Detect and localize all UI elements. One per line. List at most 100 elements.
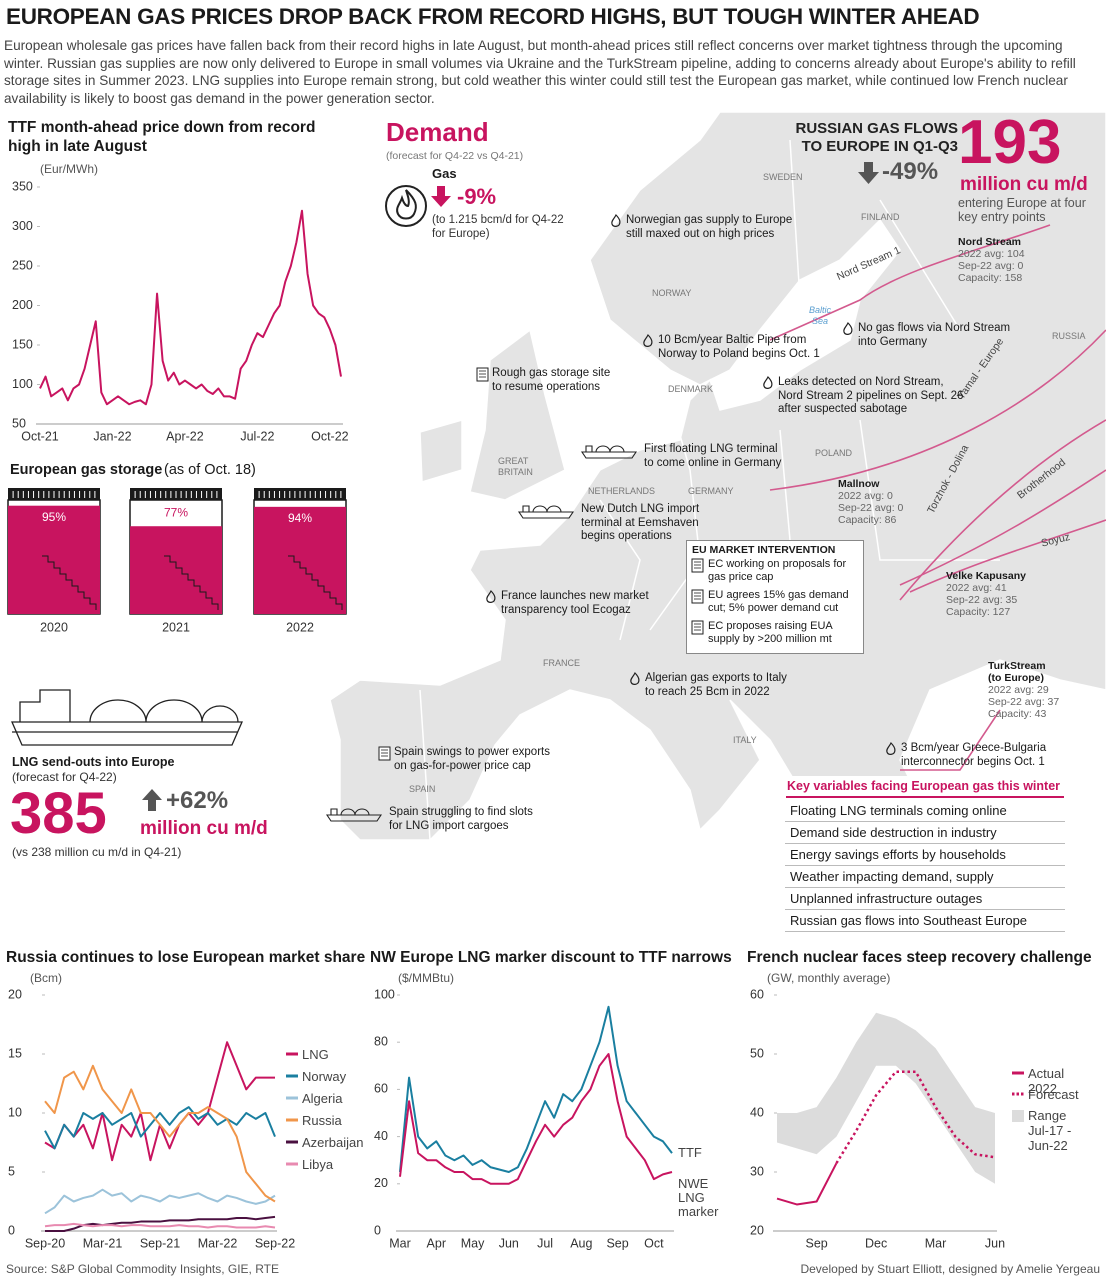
eu-box-title: EU MARKET INTERVENTION	[692, 544, 836, 556]
x-tick-label: Sep	[806, 1236, 828, 1250]
chart-subtitle: (as of Oct. 18)	[164, 462, 256, 478]
y-tick-label: 10	[8, 1105, 22, 1119]
country-label: POLAND	[815, 448, 853, 458]
demand-note: (to 1.215 bcm/d for Q4-22 for Europe)	[432, 214, 564, 240]
legend-label: Forecast	[1028, 1087, 1079, 1102]
entry-point-name: Nord Stream	[958, 236, 1022, 248]
key-variables-title: Key variables facing European gas this w…	[787, 779, 1061, 793]
flame-icon	[643, 333, 653, 347]
x-tick-label: Mar	[925, 1236, 947, 1250]
country-label: SWEDEN	[763, 172, 803, 182]
eu-item: EU agrees 15% gas demand cut; 5% power d…	[708, 589, 849, 614]
country-label: NETHERLANDS	[588, 486, 656, 496]
map-annotation: Spain swings to power exports on gas-for…	[394, 746, 550, 772]
key-variable: Demand side destruction in industry	[785, 822, 1065, 844]
map-annotation: Norwegian gas supply to Europe still max…	[626, 214, 793, 240]
country-label: FINLAND	[861, 212, 900, 222]
y-tick-label: 100	[12, 377, 33, 391]
legend-swatch	[1012, 1110, 1024, 1122]
entry-point-stat: 2022 avg: 0	[838, 490, 893, 502]
series-line	[44, 1064, 276, 1203]
x-tick-label: Jan-22	[93, 429, 131, 443]
y-tick-label: 50	[12, 416, 26, 430]
y-tick-label: 350	[12, 179, 33, 193]
series-line	[399, 1005, 673, 1173]
entry-point-stat: Sep-22 avg: 0	[958, 260, 1024, 272]
series-line	[44, 1222, 276, 1229]
land	[469, 328, 566, 501]
country-label: DENMARK	[668, 384, 714, 394]
y-tick-label: 50	[750, 1046, 764, 1060]
land	[419, 419, 463, 483]
flame-icon	[630, 671, 640, 685]
series-line	[44, 1188, 276, 1215]
y-tick-label: 60	[374, 1082, 388, 1096]
y-tick-label: 20	[8, 987, 22, 1001]
legend-label: Algeria	[302, 1091, 343, 1106]
key-variable: Floating LNG terminals coming online	[785, 800, 1065, 822]
map-annotation: Spain struggling to find slots for LNG i…	[389, 806, 533, 832]
x-tick-label: Aug	[570, 1236, 592, 1250]
x-tick-label: Dec	[865, 1236, 887, 1250]
borders	[419, 139, 1000, 841]
country-label: FRANCE	[543, 658, 581, 668]
y-tick-label: 80	[374, 1034, 388, 1048]
source: Source: S&P Global Commodity Insights, G…	[6, 1262, 279, 1276]
flame-icon	[843, 321, 853, 335]
country-label: SPAIN	[409, 784, 436, 794]
sea	[930, 672, 1080, 748]
country-label: ITALY	[733, 735, 757, 745]
entry-point-stat: Capacity: 127	[946, 606, 1011, 618]
y-tick-label: 0	[374, 1223, 381, 1237]
legend-label: Norway	[302, 1069, 347, 1084]
chart-title: NW Europe LNG marker discount to TTF nar…	[370, 949, 732, 966]
tank-fill	[254, 506, 346, 614]
flame-icon	[763, 375, 773, 389]
entry-point-name: Mallnow	[838, 478, 880, 490]
x-tick-label: Sep-22	[255, 1236, 295, 1250]
entry-point-stat: 2022 avg: 104	[958, 248, 1025, 260]
map-annotation: New Dutch LNG import terminal at Eemshav…	[581, 503, 700, 542]
x-tick-label: Jun	[985, 1236, 1005, 1250]
entry-point-name: TurkStream (to Europe)	[988, 660, 1046, 684]
entry-point-stat: 2022 avg: 29	[988, 684, 1049, 696]
demand-label: Gas	[432, 166, 457, 181]
series-line	[44, 1041, 275, 1162]
map-annotation: 10 Bcm/year Baltic Pipe from Norway to P…	[658, 334, 820, 360]
series-line	[399, 1053, 673, 1185]
y-tick-label: 15	[8, 1046, 22, 1060]
map	[329, 111, 1106, 906]
x-tick-label: Apr	[427, 1236, 446, 1250]
chart-title: French nuclear faces steep recovery chal…	[747, 949, 1092, 966]
tank-stairs	[164, 555, 219, 610]
flame-icon	[886, 741, 896, 755]
y-tick-label: 30	[750, 1164, 764, 1178]
doc-icon	[378, 746, 391, 761]
country-label: GERMANY	[688, 486, 734, 496]
x-tick-label: Oct-22	[311, 429, 349, 443]
up-arrow	[142, 789, 162, 811]
doc-icon	[476, 367, 489, 382]
map-annotation: Rough gas storage site to resume operati…	[492, 367, 611, 393]
x-tick-label: Mar	[389, 1236, 411, 1250]
key-variable: Energy savings efforts by households	[785, 844, 1065, 866]
y-tick-label: 150	[12, 337, 33, 351]
chart-title: Russia continues to lose European market…	[6, 949, 366, 966]
y-tick-label: 20	[750, 1223, 764, 1237]
demand-change: -9%	[457, 184, 497, 209]
tank-fill	[8, 505, 100, 614]
map-annotation: First floating LNG terminal to come onli…	[644, 443, 782, 469]
entry-point-stat: 2022 avg: 41	[946, 582, 1007, 594]
range-band	[777, 1012, 995, 1184]
lng-note: (vs 238 million cu m/d in Q4-21)	[12, 845, 182, 859]
tank-fill	[130, 526, 222, 614]
x-tick-label: Sep-20	[25, 1236, 65, 1250]
x-tick-label: Jun	[499, 1236, 519, 1250]
country-label: GREAT BRITAIN	[498, 456, 533, 477]
pipelines	[769, 224, 1106, 771]
lng-title: LNG send-outs into Europe	[12, 755, 175, 769]
series-line	[44, 1106, 276, 1150]
key-variable: Unplanned infrastructure outages	[785, 888, 1065, 910]
x-tick-label: Mar-22	[198, 1236, 238, 1250]
x-tick-label: Jul	[537, 1236, 553, 1250]
